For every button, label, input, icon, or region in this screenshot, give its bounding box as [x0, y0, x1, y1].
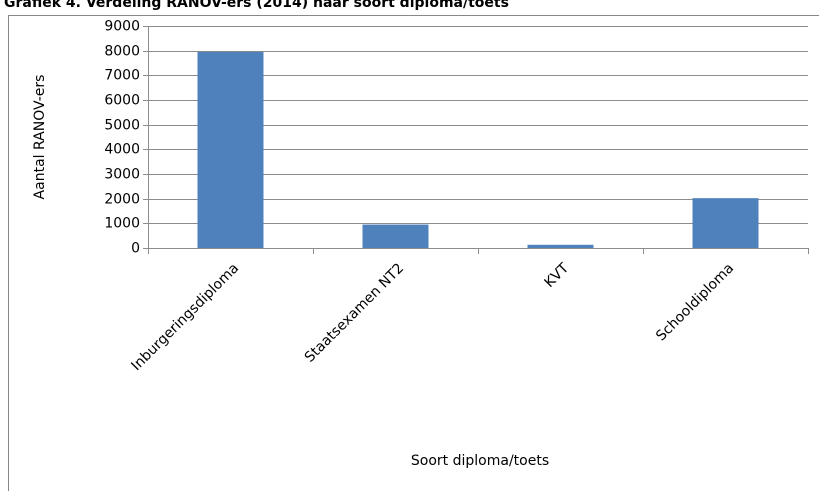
y-tick-label: 6000: [104, 93, 140, 109]
y-tick-label: 3000: [104, 167, 140, 183]
y-tick-label: 9000: [104, 19, 140, 35]
bar: [527, 244, 594, 248]
x-tick-label: Inburgeringsdiploma: [128, 260, 242, 374]
x-tick-label: Schooldiploma: [653, 260, 737, 344]
y-tick-label: 4000: [104, 142, 140, 158]
bar: [197, 51, 264, 249]
y-tick-label: 0: [131, 241, 140, 257]
x-axis-title: Soort diploma/toets: [411, 453, 549, 469]
y-tick-label: 5000: [104, 118, 140, 134]
bar: [692, 198, 759, 248]
y-axis-title: Aantal RANOV-ers: [32, 75, 48, 200]
y-tick-label: 8000: [104, 44, 140, 60]
bar: [362, 224, 429, 248]
x-tick-label: KVT: [542, 260, 573, 291]
y-tick-label: 7000: [104, 68, 140, 84]
x-tick-label: Staatsexamen NT2: [302, 260, 407, 365]
y-tick-label: 2000: [104, 192, 140, 208]
y-tick-label: 1000: [104, 216, 140, 232]
chart-title: Grafiek 4. Verdeling RANOV-ers (2014) na…: [4, 0, 509, 11]
